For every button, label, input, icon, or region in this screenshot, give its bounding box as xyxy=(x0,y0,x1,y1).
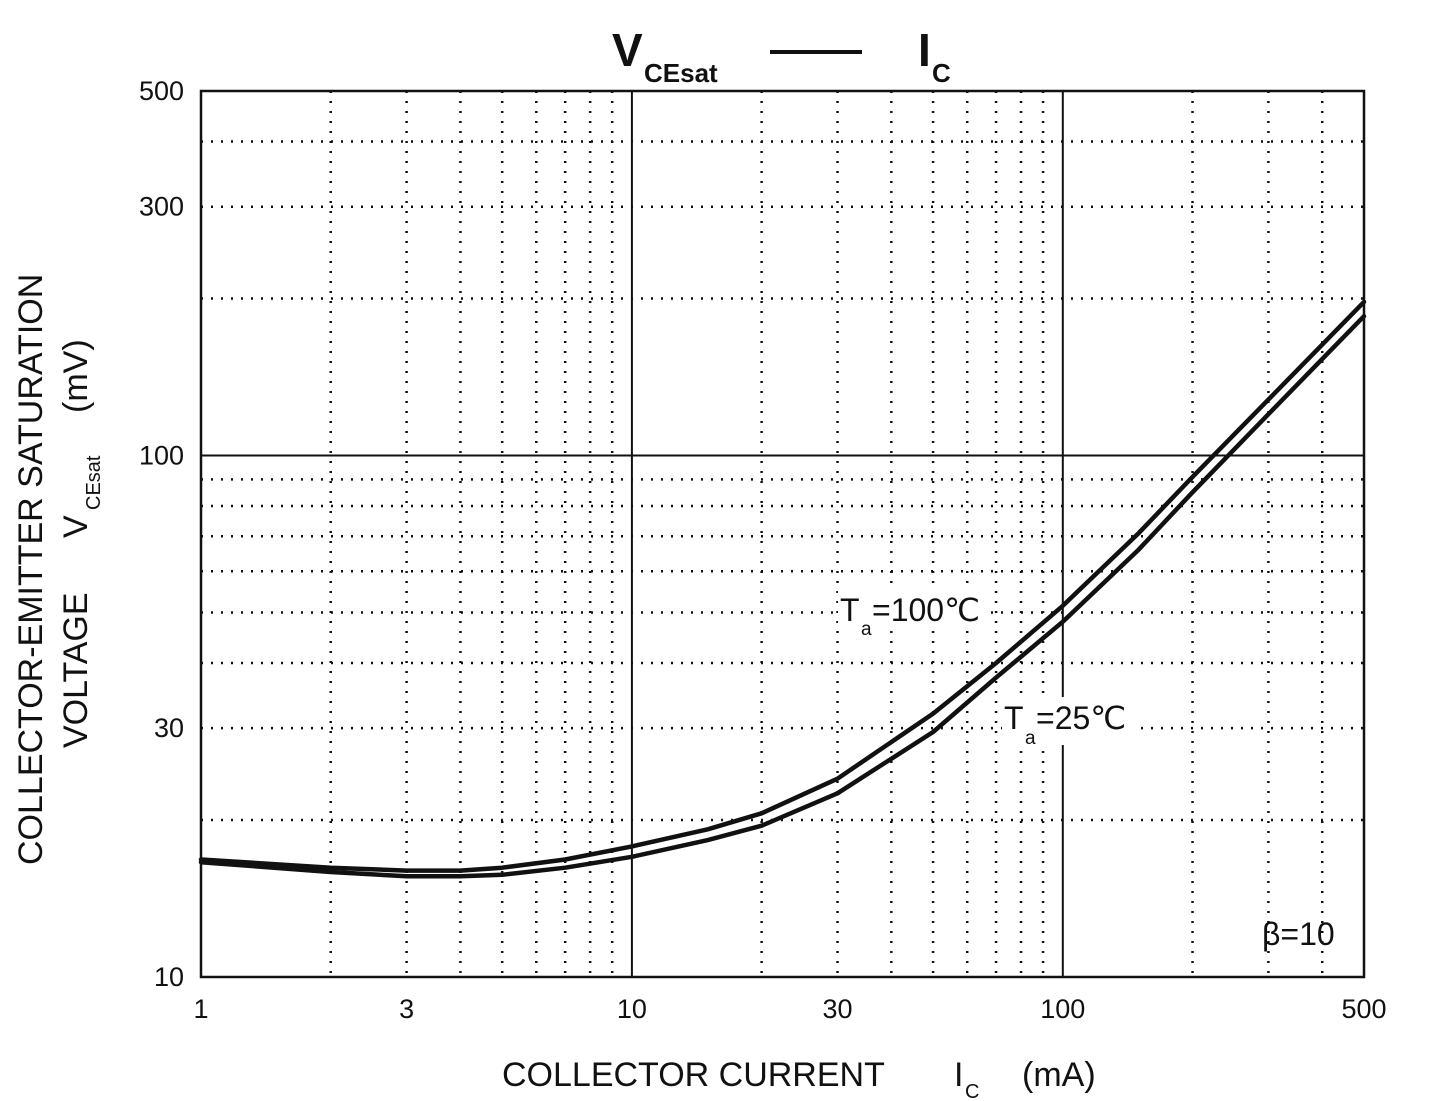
series-label-25c-main: T xyxy=(1004,700,1024,736)
series-label-25c-rest: =25℃ xyxy=(1036,700,1126,736)
title-ic-sub: C xyxy=(932,58,951,88)
y-axis-label-unit: (mV) xyxy=(57,339,95,413)
series-label-100c-sub: a xyxy=(861,619,872,640)
grid xyxy=(201,91,1364,977)
chart-title: V CEsat I C xyxy=(612,24,951,88)
y-axis-label-symbol: V xyxy=(57,515,95,538)
series-line-1 xyxy=(198,313,1367,879)
y-tick-label: 300 xyxy=(139,192,184,222)
y-axis-label: COLLECTOR-EMITTER SATURATION VOLTAGE V C… xyxy=(12,274,105,865)
title-vcesat-main: V xyxy=(612,24,643,76)
x-tick-label: 30 xyxy=(822,994,852,1024)
y-tick-label: 10 xyxy=(154,962,184,992)
series-label-100c-rest: =100℃ xyxy=(872,592,980,628)
series-line-0 xyxy=(198,299,1367,873)
y-axis-label-symbol-sub: CEsat xyxy=(83,455,105,510)
series-lines xyxy=(198,299,1367,879)
series-label-100c: T a =100℃ xyxy=(838,588,990,640)
title-vcesat-sub: CEsat xyxy=(644,58,718,88)
x-axis-label-symbol: I xyxy=(954,1056,963,1094)
series-label-100c-main: T xyxy=(840,592,860,628)
x-tick-labels: 1 3 10 30 100 500 xyxy=(193,994,1386,1024)
x-tick-label: 1 xyxy=(193,994,208,1024)
plot-frame xyxy=(199,89,1366,979)
x-axis-label: COLLECTOR CURRENT I C (mA) xyxy=(502,1056,1096,1101)
x-axis-label-text: COLLECTOR CURRENT xyxy=(502,1056,885,1094)
y-tick-label: 100 xyxy=(139,441,184,471)
x-tick-label: 3 xyxy=(399,994,414,1024)
x-tick-label: 10 xyxy=(617,994,647,1024)
y-tick-labels: 10 30 100 300 500 xyxy=(139,76,184,992)
title-ic-main: I xyxy=(918,24,931,76)
y-tick-label: 30 xyxy=(154,713,184,743)
x-axis-label-unit: (mA) xyxy=(1022,1056,1096,1094)
y-tick-label: 500 xyxy=(139,76,184,106)
series-label-25c-sub: a xyxy=(1025,728,1036,749)
y-axis-label-line1: COLLECTOR-EMITTER SATURATION xyxy=(12,274,50,865)
x-tick-label: 500 xyxy=(1341,994,1386,1024)
x-axis-label-symbol-sub: C xyxy=(965,1081,979,1101)
x-tick-label: 100 xyxy=(1040,994,1085,1024)
y-axis-label-line2: VOLTAGE xyxy=(57,592,95,748)
series-label-25c: T a =25℃ xyxy=(1002,697,1140,749)
beta-annotation: β=10 xyxy=(1262,916,1335,952)
